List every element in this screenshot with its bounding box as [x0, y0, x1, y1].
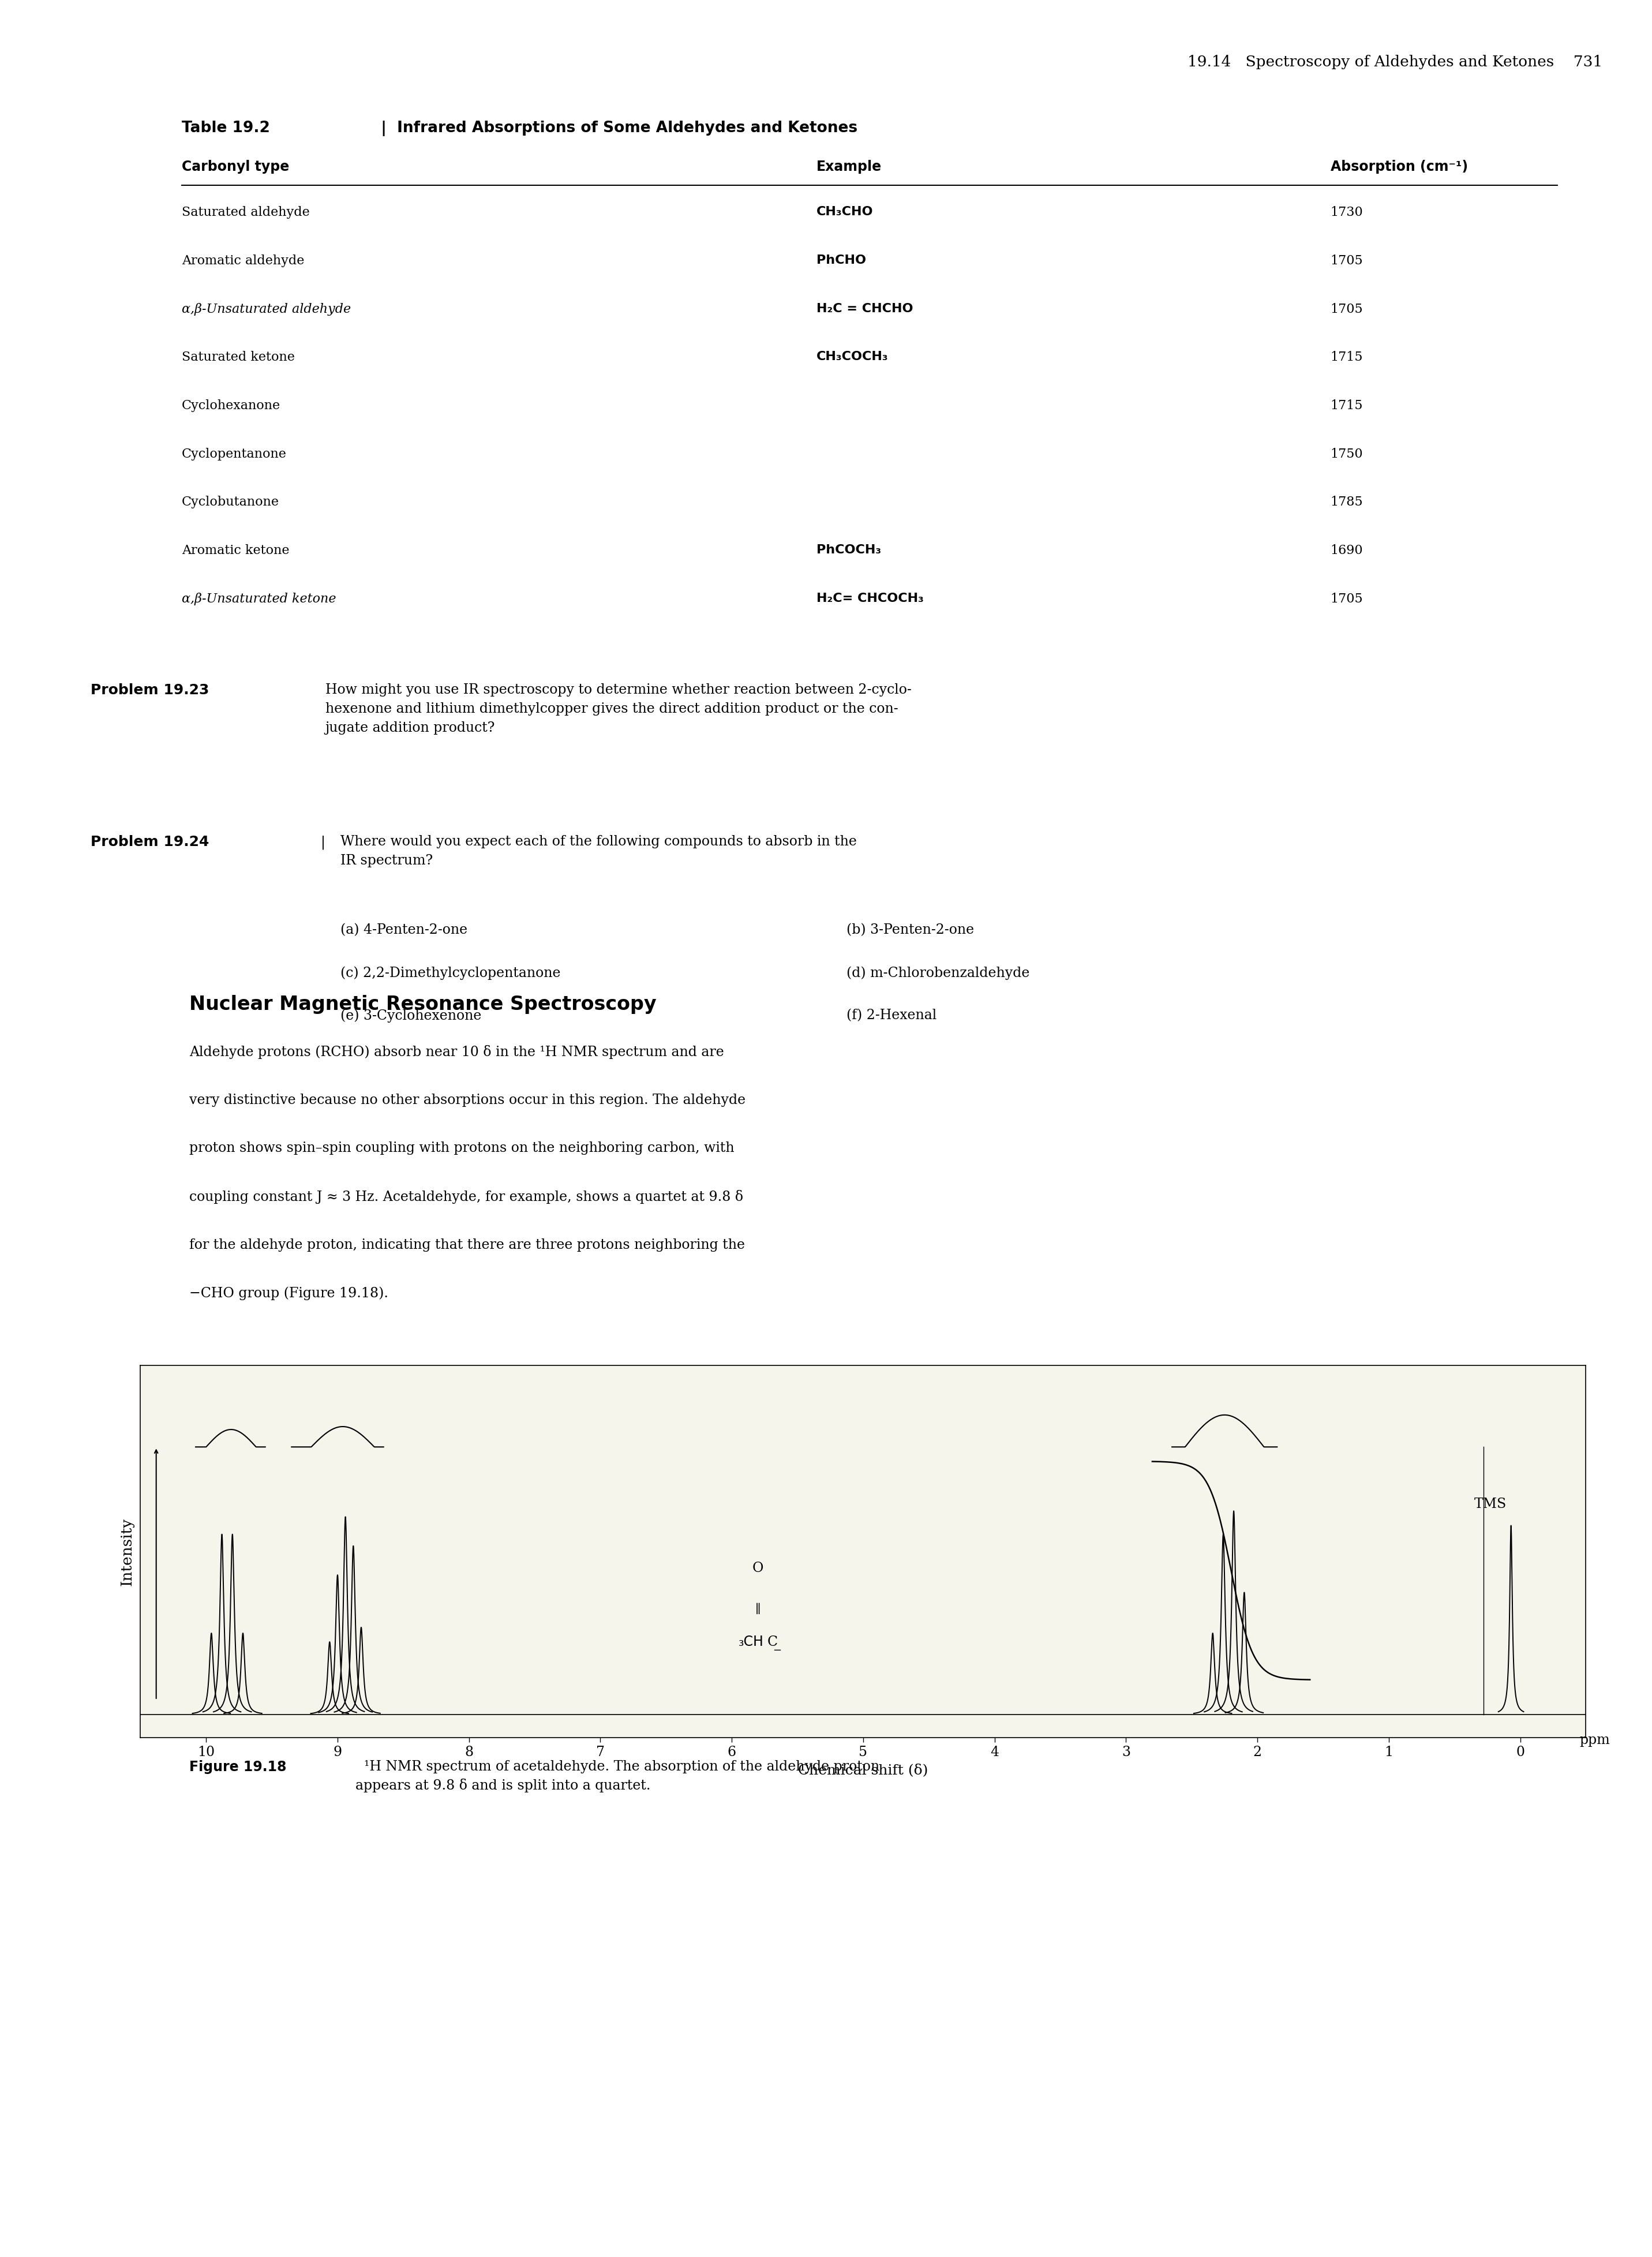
Text: H₂C = CHCHO: H₂C = CHCHO — [816, 302, 914, 314]
Text: Cyclohexanone: Cyclohexanone — [182, 399, 281, 413]
Text: CH₃CHO: CH₃CHO — [816, 205, 874, 219]
Text: ¹H NMR spectrum of acetaldehyde. The absorption of the aldehyde proton
appears a: ¹H NMR spectrum of acetaldehyde. The abs… — [355, 1760, 879, 1792]
Text: Figure 19.18: Figure 19.18 — [188, 1760, 286, 1774]
Text: very distinctive because no other absorptions occur in this region. The aldehyde: very distinctive because no other absorp… — [188, 1092, 745, 1106]
Text: Problem 19.24: Problem 19.24 — [91, 835, 210, 849]
Text: Carbonyl type: Carbonyl type — [182, 160, 289, 174]
Text: Table 19.2: Table 19.2 — [182, 120, 269, 135]
Text: ppm: ppm — [1579, 1733, 1609, 1747]
Text: How might you use IR spectroscopy to determine whether reaction between 2-cyclo-: How might you use IR spectroscopy to det… — [325, 684, 912, 736]
Text: Example: Example — [816, 160, 882, 174]
Text: (f) 2-Hexenal: (f) 2-Hexenal — [846, 1009, 937, 1022]
Text: proton shows spin–spin coupling with protons on the neighboring carbon, with: proton shows spin–spin coupling with pro… — [188, 1142, 733, 1156]
Text: −: − — [773, 1645, 781, 1657]
Text: 1705: 1705 — [1330, 255, 1363, 266]
Text: |  Infrared Absorptions of Some Aldehydes and Ketones: | Infrared Absorptions of Some Aldehydes… — [370, 120, 857, 135]
Text: Saturated aldehyde: Saturated aldehyde — [182, 205, 309, 219]
Text: H₂C= CHCOCH₃: H₂C= CHCOCH₃ — [816, 594, 923, 605]
Text: Absorption (cm⁻¹): Absorption (cm⁻¹) — [1330, 160, 1467, 174]
Text: ∥: ∥ — [755, 1605, 762, 1616]
Text: (a) 4-Penten-2-one: (a) 4-Penten-2-one — [340, 923, 468, 937]
Text: Aromatic aldehyde: Aromatic aldehyde — [182, 255, 304, 266]
Text: 1715: 1715 — [1330, 352, 1363, 363]
Text: CH₃COCH₃: CH₃COCH₃ — [816, 352, 889, 363]
Text: Problem 19.23: Problem 19.23 — [91, 684, 210, 697]
Text: Aldehyde protons (RCHO) absorb near 10 δ in the ¹H NMR spectrum and are: Aldehyde protons (RCHO) absorb near 10 δ… — [188, 1045, 724, 1059]
Text: ₃CH: ₃CH — [738, 1634, 763, 1650]
Text: O: O — [752, 1562, 763, 1575]
Text: (d) m-Chlorobenzaldehyde: (d) m-Chlorobenzaldehyde — [846, 966, 1029, 980]
Text: coupling constant J ≈ 3 Hz. Acetaldehyde, for example, shows a quartet at 9.8 δ: coupling constant J ≈ 3 Hz. Acetaldehyde… — [188, 1189, 743, 1203]
Text: α,β-Unsaturated ketone: α,β-Unsaturated ketone — [182, 594, 335, 605]
Text: (c) 2,2-Dimethylcyclopentanone: (c) 2,2-Dimethylcyclopentanone — [340, 966, 560, 980]
Text: Nuclear Magnetic Resonance Spectroscopy: Nuclear Magnetic Resonance Spectroscopy — [188, 995, 656, 1013]
Text: Saturated ketone: Saturated ketone — [182, 352, 294, 363]
Text: Where would you expect each of the following compounds to absorb in the
IR spect: Where would you expect each of the follo… — [340, 835, 857, 867]
Text: TMS: TMS — [1474, 1499, 1507, 1510]
Text: −CHO group (Figure 19.18).: −CHO group (Figure 19.18). — [188, 1286, 388, 1300]
Text: Aromatic ketone: Aromatic ketone — [182, 544, 289, 557]
Text: 1705: 1705 — [1330, 302, 1363, 316]
Text: α,β-Unsaturated aldehyde: α,β-Unsaturated aldehyde — [182, 302, 350, 316]
Text: 1705: 1705 — [1330, 594, 1363, 605]
Text: Cyclobutanone: Cyclobutanone — [182, 497, 279, 508]
Text: PhCOCH₃: PhCOCH₃ — [816, 544, 881, 555]
Text: PhCHO: PhCHO — [816, 255, 866, 266]
Text: 1785: 1785 — [1330, 497, 1363, 508]
Text: 1750: 1750 — [1330, 447, 1363, 460]
Text: |: | — [320, 835, 325, 849]
Text: for the aldehyde proton, indicating that there are three protons neighboring the: for the aldehyde proton, indicating that… — [188, 1239, 745, 1250]
Text: 1730: 1730 — [1330, 205, 1363, 219]
Text: C: C — [767, 1636, 778, 1648]
Y-axis label: Intensity: Intensity — [119, 1517, 134, 1587]
Text: 1715: 1715 — [1330, 399, 1363, 413]
Text: (e) 3-Cyclohexenone: (e) 3-Cyclohexenone — [340, 1009, 481, 1022]
X-axis label: Chemical shift (δ): Chemical shift (δ) — [798, 1763, 928, 1776]
Text: 19.14   Spectroscopy of Aldehydes and Ketones    731: 19.14 Spectroscopy of Aldehydes and Keto… — [1188, 54, 1602, 70]
Text: 1690: 1690 — [1330, 544, 1363, 557]
Text: Cyclopentanone: Cyclopentanone — [182, 447, 286, 460]
Text: (b) 3-Penten-2-one: (b) 3-Penten-2-one — [846, 923, 975, 937]
